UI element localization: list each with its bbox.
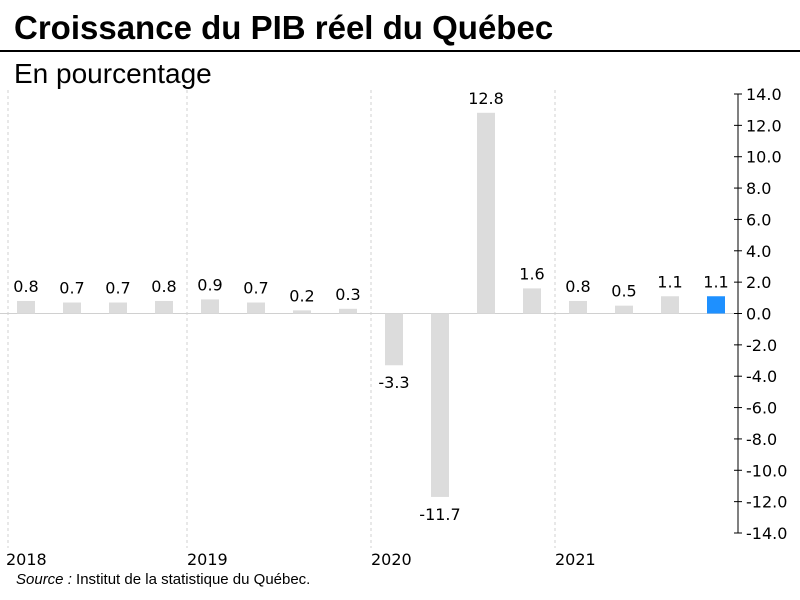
data-label: 0.2: [289, 286, 314, 305]
y-tick-label: 4.0: [746, 242, 771, 261]
bar: [109, 302, 127, 314]
y-tick-label: 0.0: [746, 305, 771, 324]
y-tick-label: -8.0: [746, 430, 777, 449]
x-axis-labels: 2018 2019 2020 2021: [6, 550, 596, 569]
x-year-label: 2021: [555, 550, 596, 569]
chart-subtitle: En pourcentage: [14, 58, 212, 89]
bar: [615, 305, 633, 314]
bars: [17, 112, 725, 497]
title-divider: [0, 50, 800, 52]
bar: [569, 300, 587, 314]
data-label: -11.7: [419, 505, 460, 524]
bar: [707, 296, 725, 314]
data-label: 0.8: [151, 277, 176, 296]
y-tick-label: -2.0: [746, 336, 777, 355]
y-tick-label: 6.0: [746, 210, 771, 229]
data-label: 0.3: [335, 285, 360, 304]
y-tick-label: 10.0: [746, 148, 782, 167]
bar: [385, 313, 403, 366]
data-label: 0.8: [13, 277, 38, 296]
y-tick-label: -4.0: [746, 367, 777, 386]
source-text: Institut de la statistique du Québec.: [71, 571, 311, 588]
data-label: 12.8: [468, 89, 504, 108]
data-label: 0.8: [565, 277, 590, 296]
y-tick-label: -6.0: [746, 399, 777, 418]
source-note: Source : Institut de la statistique du Q…: [16, 570, 310, 590]
data-label: 1.1: [703, 272, 728, 291]
bar: [201, 299, 219, 314]
data-label: 0.7: [105, 279, 130, 298]
data-label: 0.9: [197, 275, 222, 294]
bar: [523, 288, 541, 314]
data-label: 0.5: [611, 282, 636, 301]
bar: [17, 300, 35, 314]
data-label: 0.7: [243, 279, 268, 298]
bar: [63, 302, 81, 314]
bar: [477, 112, 495, 314]
bar: [293, 310, 311, 314]
x-year-label: 2020: [371, 550, 412, 569]
bar: [155, 300, 173, 314]
y-tick-label: 12.0: [746, 116, 782, 135]
y-tick-label: 8.0: [746, 179, 771, 198]
bar: [431, 313, 449, 497]
source-label: Source :: [16, 571, 72, 588]
y-tick-label: -10.0: [746, 461, 787, 480]
y-tick-label: -14.0: [746, 524, 787, 543]
gridlines: [0, 90, 738, 548]
bar: [247, 302, 265, 314]
y-tick-label: 14.0: [746, 85, 782, 104]
y-axis: 14.0 12.0 10.0 8.0 6.0 4.0 2.0 0.0 -2.0 -4.0 -6.0 -…: [734, 85, 787, 543]
data-label: 1.1: [657, 272, 682, 291]
x-year-label: 2018: [6, 550, 47, 569]
data-label: 0.7: [59, 279, 84, 298]
data-label: 1.6: [519, 264, 544, 283]
x-year-label: 2019: [187, 550, 228, 569]
y-tick-label: -12.0: [746, 493, 787, 512]
bar: [339, 308, 357, 314]
chart-title: Croissance du PIB réel du Québec: [14, 9, 554, 46]
y-tick-label: 2.0: [746, 273, 771, 292]
bar: [661, 296, 679, 314]
data-label: -3.3: [378, 373, 409, 392]
data-labels: 0.8 0.7 0.7 0.8 0.9 0.7 0.2 0.3 -3.3 -11.7 12.8 1.6…: [13, 89, 728, 524]
